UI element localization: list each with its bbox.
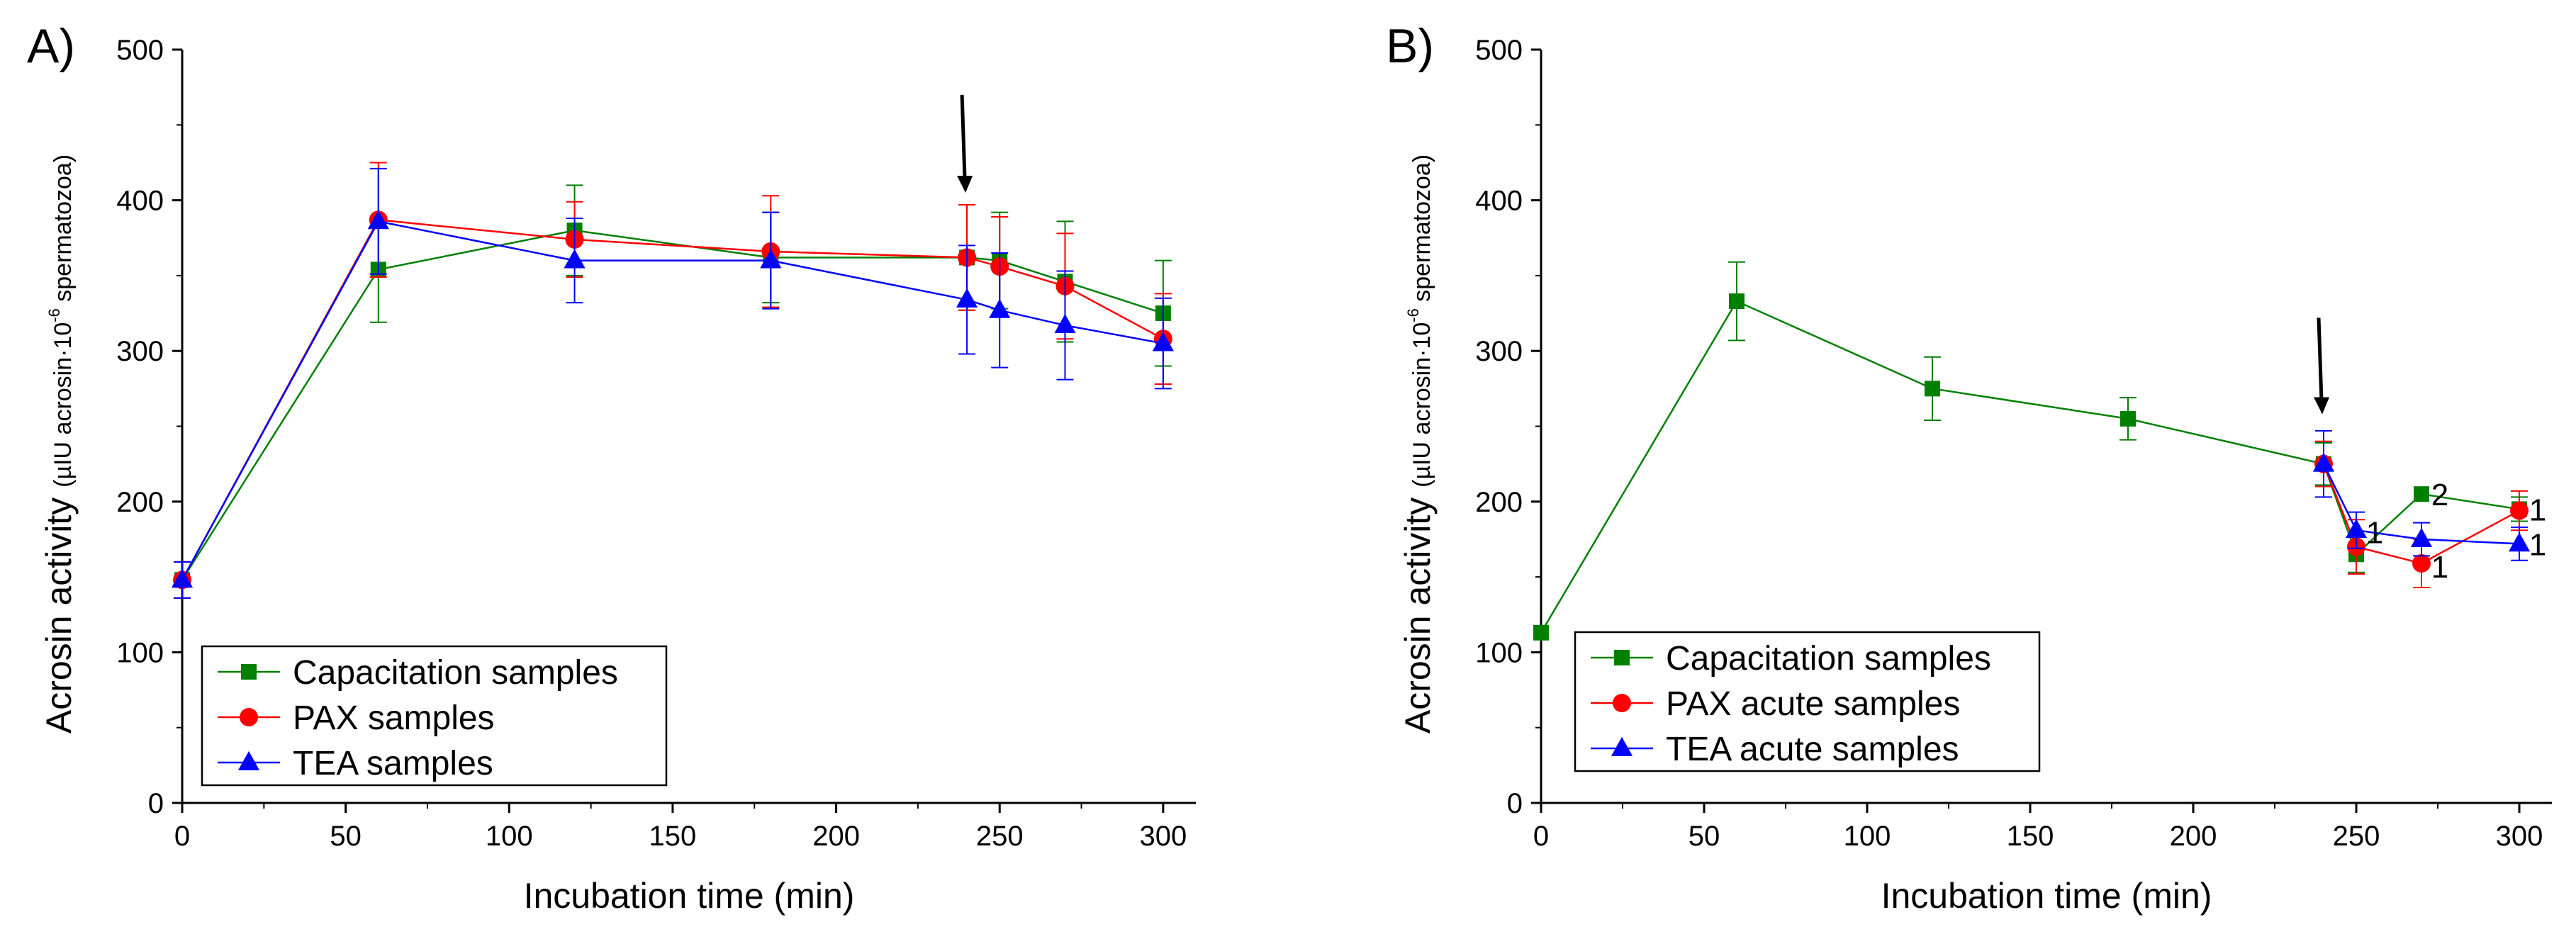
arrow-indicator xyxy=(2314,317,2329,415)
data-point xyxy=(171,568,194,588)
x-tick-label: 250 xyxy=(976,821,1024,852)
y-tick-label: 200 xyxy=(1475,487,1523,518)
data-point xyxy=(1729,293,1745,310)
legend: Capacitation samples PAX acute samples TEA… xyxy=(1574,631,2041,772)
legend-label: Capacitation samples xyxy=(1666,640,1991,677)
y-tick-label: 400 xyxy=(116,186,164,217)
data-point xyxy=(956,288,978,308)
x-tick-label: 250 xyxy=(2333,821,2380,852)
legend-label: TEA samples xyxy=(293,745,493,782)
panel-b: B) 0 50 100 150 200 250 300 0 100 200 300 400 500 Incu… xyxy=(1386,19,2552,916)
x-tick-label: 150 xyxy=(2007,821,2054,852)
x-tick-label: 100 xyxy=(486,821,533,852)
series-line xyxy=(2322,463,2520,545)
y-tick-label: 200 xyxy=(116,487,164,518)
legend-entry: PAX acute samples xyxy=(1591,685,1960,723)
y-tick-label: 300 xyxy=(116,336,164,367)
x-axis-title: Incubation time (min) xyxy=(524,876,855,916)
point-annotation: 1 xyxy=(2529,493,2546,527)
legend-entry: TEA acute samples xyxy=(1591,731,1959,768)
series-tea-acute-samples xyxy=(2312,429,2531,561)
x-tick-label: 50 xyxy=(1689,821,1720,852)
legend-marker xyxy=(237,750,260,770)
data-point xyxy=(2414,486,2429,502)
y-tick-label: 0 xyxy=(1507,788,1523,819)
point-annotation: 1 xyxy=(2366,515,2383,550)
panel-label: A) xyxy=(27,19,75,73)
data-point xyxy=(2345,519,2368,539)
x-tick-label: 150 xyxy=(649,821,697,852)
x-tick-label: 0 xyxy=(174,821,190,852)
legend-label: TEA acute samples xyxy=(1666,731,1959,768)
legend: Capacitation samples PAX samples TEA sampl… xyxy=(201,645,668,787)
data-point xyxy=(1152,332,1174,352)
y-axis-title: Acrosin activity (µIU acrosin·10-6 sperm… xyxy=(39,154,79,733)
x-axis-title: Incubation time (min) xyxy=(1881,876,2212,916)
x-tick-label: 200 xyxy=(2170,821,2217,852)
x-tick-label: 200 xyxy=(812,821,860,852)
legend-entry: TEA samples xyxy=(218,745,493,782)
x-tick-label: 100 xyxy=(1844,821,1891,852)
series-line xyxy=(181,229,1164,581)
y-tick-label: 500 xyxy=(116,35,164,66)
legend-entry: Capacitation samples xyxy=(218,654,618,692)
y-tick-label: 400 xyxy=(1475,186,1523,217)
legend-marker xyxy=(240,708,258,726)
y-tick-label: 100 xyxy=(116,637,164,668)
panel-a: A) 0 50 100 150 200 250 300 0 100 200 300 400 500 Incu… xyxy=(27,19,1196,916)
series-line xyxy=(181,218,1164,580)
legend-marker xyxy=(1614,650,1630,665)
data-point xyxy=(1054,313,1076,333)
series-line xyxy=(181,220,1164,580)
data-point xyxy=(564,249,586,269)
data-point xyxy=(2120,410,2136,427)
x-tick-label: 300 xyxy=(2496,821,2543,852)
x-tick-label: 300 xyxy=(1139,821,1187,852)
point-annotation: 1 xyxy=(2529,527,2546,562)
data-point xyxy=(2508,532,2531,552)
legend-entry: PAX samples xyxy=(218,699,495,737)
data-point xyxy=(367,210,389,230)
series-tea-samples xyxy=(171,167,1174,599)
x-tick-label: 0 xyxy=(1533,821,1549,852)
series-line xyxy=(2322,463,2520,565)
data-point xyxy=(989,298,1011,318)
data-point xyxy=(2410,527,2433,547)
legend-label: PAX acute samples xyxy=(1666,685,1960,723)
legend-label: PAX samples xyxy=(293,699,495,737)
y-tick-label: 100 xyxy=(1475,637,1523,668)
y-tick-label: 500 xyxy=(1475,35,1523,66)
y-axis-title: Acrosin activity (µIU acrosin·10-6 sperm… xyxy=(1398,154,1438,733)
legend-marker xyxy=(241,664,257,680)
data-point xyxy=(1533,624,1549,641)
series-line xyxy=(1540,300,2520,634)
point-annotation: 1 xyxy=(2431,550,2448,585)
arrow-indicator xyxy=(957,94,973,193)
y-tick-label: 0 xyxy=(148,788,164,819)
y-tick-label: 300 xyxy=(1475,336,1523,367)
data-point xyxy=(2412,553,2431,573)
legend-marker xyxy=(1611,736,1633,756)
point-annotation: 2 xyxy=(2431,478,2448,512)
data-point xyxy=(1925,381,1940,397)
panel-label: B) xyxy=(1386,19,1434,73)
data-point xyxy=(760,249,782,269)
data-point xyxy=(2510,501,2529,520)
legend-label: Capacitation samples xyxy=(293,654,618,692)
x-tick-label: 50 xyxy=(330,821,362,852)
legend-entry: Capacitation samples xyxy=(1591,640,1991,677)
data-point xyxy=(2312,452,2335,472)
legend-marker xyxy=(1613,694,1631,712)
